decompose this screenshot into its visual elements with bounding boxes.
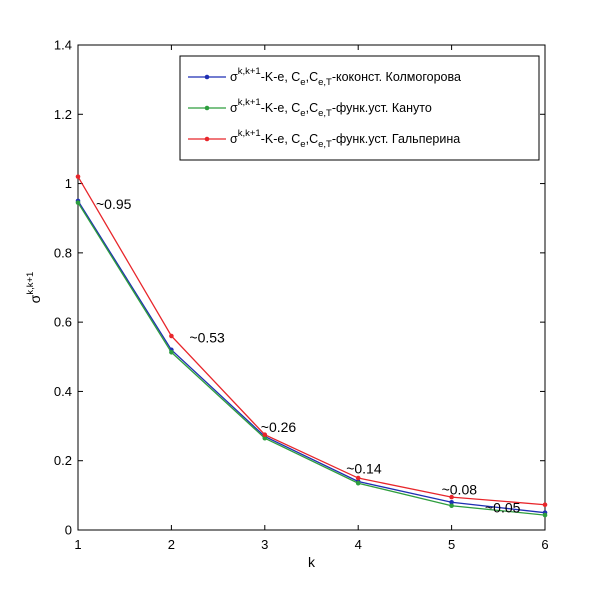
legend-text-sub1: e	[300, 139, 305, 150]
data-point	[75, 174, 81, 179]
legend-text-sub2: e,T	[318, 139, 332, 150]
y-tick-label: 0.2	[54, 453, 72, 468]
data-point	[169, 349, 174, 355]
legend-text-mid2: ,C	[306, 132, 319, 146]
legend: σk,k+1-K-e, Ce,Ce,T-коконст. Колмогорова…	[179, 55, 540, 161]
y-axis-label-base: σ	[27, 294, 43, 303]
legend-swatch-marker	[204, 74, 210, 80]
legend-box	[179, 55, 540, 161]
legend-text-tail: -функ.уст. Гальперина	[332, 132, 460, 146]
legend-text-base: σ	[230, 132, 238, 146]
y-tick-label: 1	[65, 176, 72, 191]
legend-text-sup: k,k+1	[238, 66, 261, 77]
legend-text-mid2: ,C	[306, 101, 319, 115]
series-line-2	[77, 176, 546, 506]
legend-text-mid1: -K-e, C	[261, 70, 301, 84]
x-axis-label: k	[308, 554, 316, 570]
legend-swatch-marker	[204, 105, 210, 111]
data-point	[542, 512, 548, 518]
y-tick-label: 0.6	[54, 315, 72, 330]
y-tick-label: 0	[65, 523, 72, 538]
axis-ticks: 1 2 3 4 5 6 0 0.2 0.4 0.6 0.8 1 1.2 1.4	[54, 38, 549, 553]
legend-text-base: σ	[230, 101, 238, 115]
legend-text-tail: -функ.уст. Кануто	[332, 101, 432, 115]
data-point	[75, 200, 81, 205]
series-line-1	[77, 202, 546, 516]
legend-swatch-marker	[204, 136, 210, 142]
legend-text-mid2: ,C	[306, 70, 319, 84]
y-tick-label: 1.4	[54, 38, 72, 53]
legend-text-tail: -коконст. Колмогорова	[332, 70, 461, 84]
legend-text-mid1: -K-e, C	[261, 132, 301, 146]
y-tick-label: 0.4	[54, 384, 72, 399]
legend-text-sub1: e	[300, 77, 305, 88]
data-point	[355, 475, 361, 481]
x-tick-label: 4	[355, 537, 362, 552]
data-point	[355, 480, 361, 486]
data-point	[262, 432, 268, 438]
legend-entry-label: σk,k+1-K-e, Ce,Ce,T-функ.уст. Кануто	[230, 97, 432, 119]
annotation-layer: ~0.95 ~0.53 ~0.26 ~0.14 ~0.08 ~0.05	[96, 196, 521, 516]
data-point	[542, 502, 548, 508]
y-tick-label: 0.8	[54, 245, 72, 260]
y-axis-label-sup: k,k+1	[25, 272, 36, 295]
legend-text-sub2: e,T	[318, 108, 332, 119]
y-tick-label: 1.2	[54, 107, 72, 122]
legend-text-sub2: e,T	[318, 77, 332, 88]
annotation-label: ~0.05	[485, 500, 521, 516]
data-point	[449, 503, 454, 509]
legend-text-sup: k,k+1	[238, 128, 261, 139]
data-point	[449, 494, 454, 500]
legend-entry-label: σk,k+1-K-e, Ce,Ce,T-коконст. Колмогорова	[230, 66, 461, 88]
legend-text-sub1: e	[300, 108, 305, 119]
y-axis-label: σk,k+1	[25, 272, 43, 304]
series-layer	[75, 174, 548, 518]
x-tick-label: 2	[168, 537, 175, 552]
data-point	[262, 435, 268, 441]
x-tick-label: 1	[74, 537, 81, 552]
legend-text-base: σ	[230, 70, 238, 84]
x-tick-label: 6	[541, 537, 548, 552]
series-line-0	[77, 200, 546, 514]
x-tick-label: 5	[448, 537, 455, 552]
x-tick-label: 3	[261, 537, 268, 552]
legend-entry-label: σk,k+1-K-e, Ce,Ce,T-функ.уст. Гальперина	[230, 128, 460, 150]
annotation-label: ~0.95	[96, 196, 132, 212]
legend-text-sup: k,k+1	[238, 97, 261, 108]
annotation-label: ~0.14	[346, 461, 382, 477]
data-point	[169, 333, 174, 339]
legend-text-mid1: -K-e, C	[261, 101, 301, 115]
data-point	[449, 499, 454, 505]
annotation-label: ~0.08	[442, 481, 478, 497]
annotation-label: ~0.26	[261, 419, 297, 435]
annotation-label: ~0.53	[189, 329, 225, 345]
